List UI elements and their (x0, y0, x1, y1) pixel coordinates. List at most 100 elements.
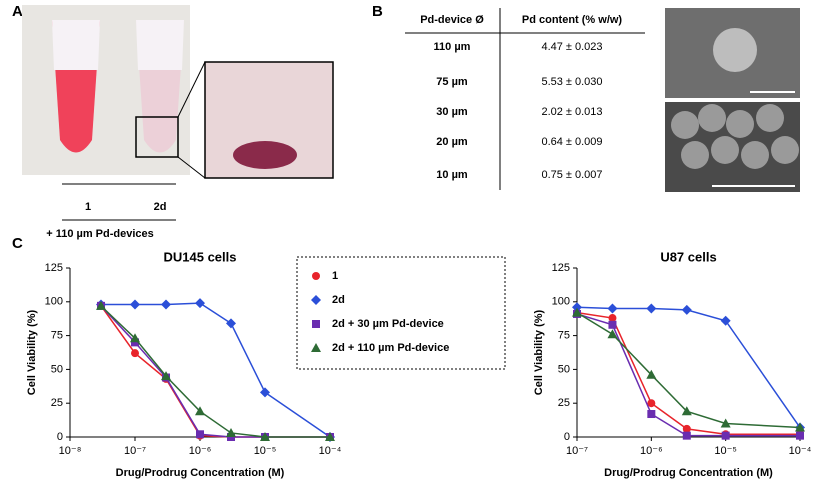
point (607, 303, 618, 314)
x-tick-label: 10⁻⁴ (789, 445, 812, 457)
point (161, 371, 172, 381)
point (130, 299, 140, 310)
table-cell: 30 µm (436, 106, 468, 118)
point (607, 329, 618, 339)
x-tick-label: 10⁻⁴ (319, 445, 342, 457)
point (681, 406, 692, 416)
legend (296, 256, 506, 370)
tube-label: 1 (85, 201, 91, 213)
point (161, 299, 172, 310)
point (260, 432, 270, 441)
point (646, 303, 657, 314)
point (608, 314, 617, 323)
series-line (100, 305, 330, 438)
series-line (576, 306, 801, 428)
x-tick-label: 10⁻⁷ (124, 445, 146, 457)
y-tick-label: 75 (51, 330, 63, 342)
point (131, 349, 139, 358)
x-axis-label: Drug/Prodrug Concentration (M) (116, 467, 285, 479)
table-cell: 0.64 ± 0.009 (541, 136, 602, 148)
legend-entries: 1 2d 2d + 30 µm Pd-device 2d + 110 µm Pd-de… (311, 270, 449, 354)
point (720, 315, 731, 326)
point (608, 320, 617, 329)
table-cell: 10 µm (436, 169, 468, 181)
tube-cap (52, 20, 100, 70)
point (195, 298, 205, 309)
series-line (576, 311, 800, 436)
point (646, 369, 657, 379)
y-tick-label: 75 (558, 330, 570, 342)
legend-label: 2d + 30 µm Pd-device (332, 318, 444, 330)
table-cell: 2.02 ± 0.013 (541, 106, 602, 118)
point (312, 272, 320, 280)
y-tick-label: 25 (558, 397, 570, 409)
y-tick-label: 0 (564, 431, 570, 443)
table-cell: 110 µm (434, 41, 471, 53)
y-tick-label: 100 (552, 296, 570, 308)
point (682, 431, 691, 440)
panel-label: B (372, 3, 383, 20)
zoom-line (177, 61, 206, 118)
point (226, 427, 237, 437)
legend-label: 2d (332, 294, 345, 306)
y-axis-label: Cell Viability (%) (26, 309, 38, 395)
legend-label: 2d + 110 µm Pd-device (332, 342, 449, 354)
table-cell: 0.75 ± 0.007 (541, 169, 602, 181)
point (572, 307, 582, 317)
point (227, 433, 236, 441)
zoom-box (135, 116, 179, 158)
point (226, 318, 237, 329)
panel-label: C (12, 235, 23, 252)
series-line (100, 305, 330, 438)
x-tick-label: 10⁻⁶ (640, 445, 663, 457)
sem-particle (713, 28, 757, 72)
point (131, 338, 139, 347)
series-line (576, 313, 800, 437)
y-axis-label: Cell Viability (%) (533, 309, 545, 395)
table-cell: 20 µm (436, 136, 468, 148)
series-line (100, 305, 330, 438)
y-tick-label: 50 (51, 363, 63, 375)
point (572, 302, 582, 313)
y-tick-label: 100 (45, 296, 63, 308)
point (96, 300, 107, 310)
x-tick-label: 10⁻⁸ (59, 445, 82, 457)
charts: 0 25 50 75 100 125 10⁻⁸ 10⁻⁷ 10⁻⁶ 10⁻⁵ 10⁻⁴ DU145 c… (26, 249, 812, 478)
chart-title: DU145 cells (164, 249, 237, 264)
point (796, 431, 804, 440)
point (682, 424, 691, 433)
pellet (233, 141, 297, 169)
y-tick-label: 25 (51, 397, 63, 409)
point (720, 418, 731, 428)
point (311, 295, 321, 305)
point (647, 399, 656, 408)
point (721, 431, 730, 440)
y-tick-label: 0 (57, 431, 63, 443)
y-tick-label: 50 (558, 363, 570, 375)
table: Pd-device Ø Pd content (% w/w) 110 µm 4.47 … (420, 14, 622, 181)
point (795, 422, 805, 432)
table-cell: 75 µm (436, 76, 468, 88)
x-axis-label: Drug/Prodrug Concentration (M) (604, 467, 773, 479)
x-tick-label: 10⁻⁵ (254, 445, 277, 457)
tube-cap (136, 20, 184, 70)
point (647, 410, 656, 419)
point (325, 432, 335, 441)
tube-label: 2d (154, 201, 167, 213)
y-tick-label: 125 (45, 262, 63, 274)
x-tick-label: 10⁻⁶ (189, 445, 212, 457)
point (196, 430, 204, 439)
x-tick-label: 10⁻⁷ (566, 445, 588, 457)
x-tick-label: 10⁻⁵ (714, 445, 737, 457)
point (195, 406, 205, 416)
panel-label: A (12, 3, 23, 20)
chart-title: U87 cells (660, 249, 716, 264)
table-cell: 5.53 ± 0.030 (541, 76, 602, 88)
y-tick-label: 125 (552, 262, 570, 274)
caption: + 110 µm Pd-devices (46, 228, 154, 240)
point (312, 320, 320, 328)
point (130, 333, 140, 343)
sem-particles (671, 104, 799, 169)
